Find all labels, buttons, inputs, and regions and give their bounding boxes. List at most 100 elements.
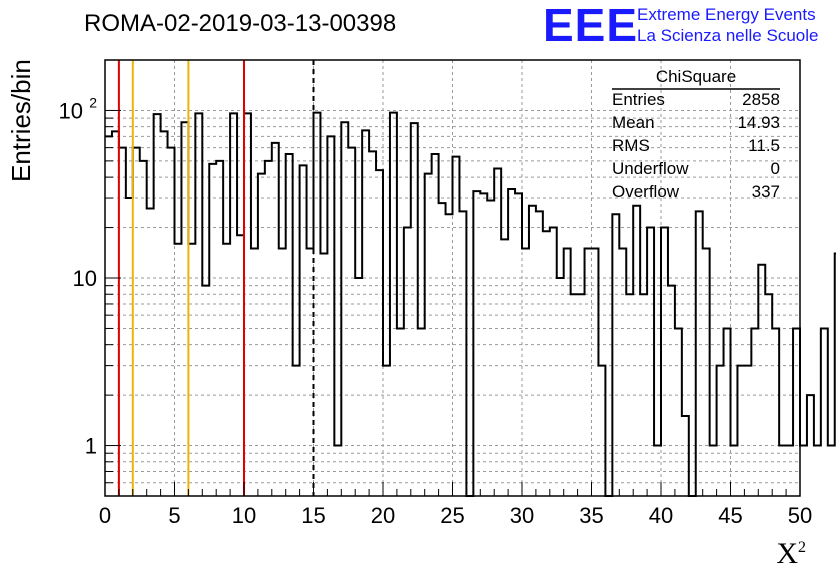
histogram-bin bbox=[487, 201, 494, 496]
histogram-bin bbox=[598, 366, 605, 496]
histogram-bin bbox=[418, 328, 425, 496]
histogram-bin bbox=[793, 328, 800, 496]
y-tick-label: 10 bbox=[73, 266, 97, 291]
histogram-bin bbox=[348, 148, 355, 496]
histogram-bin bbox=[327, 136, 334, 496]
histogram-bin bbox=[411, 123, 418, 496]
stats-label: RMS bbox=[612, 136, 650, 155]
x-tick-label: 30 bbox=[510, 503, 534, 528]
histogram-bin bbox=[369, 151, 376, 496]
histogram-bin bbox=[293, 366, 300, 496]
y-tick-label: 1 bbox=[85, 434, 97, 459]
histogram-bin bbox=[119, 148, 126, 496]
histogram-bin bbox=[508, 189, 515, 496]
stats-box: ChiSquare Entries 2858 Mean 14.93 RMS 11.5 Und… bbox=[612, 66, 780, 203]
histogram-bin bbox=[473, 191, 480, 496]
histogram-bin bbox=[661, 228, 668, 496]
histogram-bin bbox=[633, 206, 640, 496]
histogram-bin bbox=[682, 416, 689, 496]
histogram-bin bbox=[383, 366, 390, 496]
histogram-bin bbox=[828, 446, 835, 496]
stats-label: Underflow bbox=[612, 159, 689, 178]
histogram-bin bbox=[751, 328, 758, 496]
stats-value: 11.5 bbox=[748, 136, 780, 155]
histogram-bin bbox=[494, 169, 501, 496]
stats-label: Entries bbox=[612, 90, 665, 109]
histogram-bin bbox=[223, 244, 230, 496]
histogram-bin bbox=[397, 328, 404, 496]
stats-label: Overflow bbox=[612, 182, 680, 201]
histogram-bin bbox=[286, 154, 293, 496]
histogram-bin bbox=[404, 228, 411, 496]
histogram-bin bbox=[543, 231, 550, 496]
histogram-bin bbox=[154, 114, 161, 496]
histogram-bin bbox=[161, 131, 168, 496]
histogram-bin bbox=[439, 203, 446, 496]
histogram-bin bbox=[675, 328, 682, 496]
histogram-bin bbox=[202, 286, 209, 496]
histogram-bin bbox=[800, 446, 807, 496]
histogram-bin bbox=[362, 130, 369, 496]
stats-value: 2858 bbox=[742, 90, 780, 109]
logo-text-line-2: La Scienza nelle Scuole bbox=[637, 26, 819, 45]
histogram-bin bbox=[230, 113, 237, 496]
histogram-bin bbox=[446, 214, 453, 496]
histogram-bin bbox=[168, 148, 175, 496]
histogram-bin bbox=[717, 366, 724, 496]
stats-row: Mean 14.93 bbox=[612, 111, 780, 134]
histogram-bin bbox=[668, 286, 675, 496]
histogram-bin bbox=[814, 446, 821, 496]
histogram-bin bbox=[244, 113, 251, 496]
histogram-bin bbox=[209, 164, 216, 496]
histogram-bin bbox=[133, 148, 140, 496]
histogram-bin bbox=[529, 206, 536, 496]
stats-row: Overflow 337 bbox=[612, 180, 780, 203]
histogram-bin bbox=[376, 170, 383, 496]
histogram-bin bbox=[126, 198, 133, 496]
x-tick-label: 20 bbox=[371, 503, 395, 528]
histogram-bin bbox=[821, 328, 828, 496]
stats-row: RMS 11.5 bbox=[612, 134, 780, 157]
histogram-bin bbox=[112, 131, 119, 496]
chart-title: ROMA-02-2019-03-13-00398 bbox=[84, 10, 397, 37]
eee-logo: EEE bbox=[543, 0, 639, 51]
histogram-bin bbox=[341, 122, 348, 496]
histogram-bin bbox=[432, 154, 439, 496]
histogram-bin bbox=[258, 174, 265, 496]
x-tick-label: 35 bbox=[579, 503, 603, 528]
histogram-bin bbox=[550, 228, 557, 496]
histogram-bin bbox=[612, 214, 619, 496]
histogram-bin bbox=[724, 328, 731, 496]
histogram-bin bbox=[557, 278, 564, 496]
x-tick-label: 25 bbox=[440, 503, 464, 528]
x-tick-label: 15 bbox=[301, 503, 325, 528]
x-tick-label: 40 bbox=[649, 503, 673, 528]
histogram-bin bbox=[772, 328, 779, 496]
stats-value: 14.93 bbox=[737, 113, 780, 132]
logo-text-line-1: Extreme Energy Events bbox=[637, 5, 816, 24]
histogram-bin bbox=[175, 244, 182, 496]
histogram-bin bbox=[647, 228, 654, 496]
y-tick-label: 10 bbox=[59, 98, 83, 123]
histogram-bin bbox=[320, 254, 327, 496]
stats-row: Underflow 0 bbox=[612, 157, 780, 180]
x-tick-label: 10 bbox=[232, 503, 256, 528]
x-tick-label: 5 bbox=[168, 503, 180, 528]
stats-rows: Entries 2858 Mean 14.93 RMS 11.5 Underflow 0 Ove… bbox=[612, 88, 780, 203]
histogram-bin bbox=[181, 122, 188, 496]
x-tick-label: 50 bbox=[788, 503, 812, 528]
histogram-bin bbox=[188, 244, 195, 496]
x-tick-label: 0 bbox=[99, 503, 111, 528]
histogram-bin bbox=[737, 366, 744, 496]
histogram-bin bbox=[744, 366, 751, 496]
histogram-bin bbox=[355, 278, 362, 496]
histogram-bin bbox=[425, 174, 432, 496]
stats-row: Entries 2858 bbox=[612, 88, 780, 111]
histogram-bin bbox=[272, 143, 279, 496]
stats-label: Mean bbox=[612, 113, 655, 132]
histogram-bin bbox=[300, 165, 307, 496]
histogram-bin bbox=[105, 136, 112, 496]
histogram-outline bbox=[105, 111, 836, 497]
y-tick-exponent: 2 bbox=[89, 94, 97, 110]
